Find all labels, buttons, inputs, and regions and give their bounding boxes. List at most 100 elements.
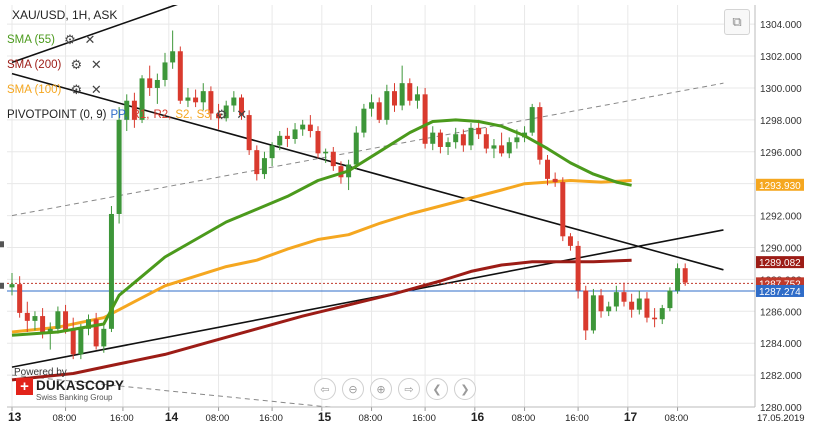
candle-body: [86, 319, 91, 329]
candle-body: [330, 151, 336, 167]
candle-body: [567, 236, 573, 246]
gear-icon[interactable]: ⚙: [64, 32, 76, 47]
candle-body: [675, 268, 681, 291]
pivot-level-r2: R2,: [153, 109, 172, 121]
x-tick-label: 08:00: [206, 413, 230, 424]
candle-body: [659, 308, 665, 320]
left-edge-marker: [0, 282, 4, 289]
left-edge-marker: [0, 241, 4, 248]
candle-body: [399, 83, 405, 106]
close-icon[interactable]: ✕: [90, 82, 102, 97]
candle-body: [254, 150, 260, 175]
candle-body: [315, 131, 321, 154]
sma100-line: [11, 179, 632, 334]
popout-icon[interactable]: ⧉: [724, 9, 750, 35]
candle-body: [453, 134, 459, 143]
trendline: [11, 82, 724, 217]
price-tag-label: 1287.752: [759, 279, 801, 290]
candle-body: [55, 311, 61, 329]
candle-body: [208, 91, 214, 114]
candle-body: [277, 135, 283, 146]
candle-body: [32, 316, 38, 321]
candle-body: [491, 145, 497, 149]
pivot-level-s2: S2,: [175, 109, 193, 121]
trendline: [11, 5, 178, 64]
legend-sma55: SMA (55) ⚙ ✕: [7, 32, 103, 48]
candle-body: [445, 142, 451, 147]
chevron-right-icon[interactable]: ❯: [454, 378, 476, 400]
price-tag-label: 1293.930: [759, 181, 801, 192]
candle-body: [292, 129, 298, 139]
price-tag: [756, 284, 804, 297]
candle-body: [590, 295, 596, 331]
watermark-powered: Powered by: [14, 367, 67, 378]
candle-body: [300, 124, 306, 130]
x-tick-label: 16:00: [259, 413, 283, 424]
sma200-line: [11, 258, 632, 382]
trendline: [11, 229, 724, 368]
price-tag-label: 1287.274: [759, 287, 801, 298]
y-tick-label: 1292.000: [760, 212, 802, 223]
zoom-in-icon[interactable]: ⊕: [370, 378, 392, 400]
gear-icon[interactable]: ⚙: [70, 82, 83, 97]
watermark-sub: Swiss Banking Group: [36, 393, 113, 402]
candle-body: [24, 312, 30, 321]
candle-body: [101, 328, 107, 347]
candle-body: [269, 145, 275, 159]
candle-body: [177, 51, 183, 101]
x-tick-label: 17: [624, 410, 638, 424]
candle-body: [506, 142, 512, 154]
candle-body: [124, 100, 130, 120]
candle-body: [437, 132, 443, 147]
candle-body: [338, 166, 344, 178]
candle-body: [529, 107, 535, 133]
candle-body: [139, 78, 145, 120]
gear-icon[interactable]: ⚙: [70, 57, 83, 72]
candle-body: [499, 145, 505, 154]
candle-body: [392, 91, 397, 106]
watermark: Powered by + DUKASCOPY Swiss Banking Gro…: [8, 367, 126, 407]
x-tick-label: 08:00: [359, 413, 383, 424]
candle-body: [147, 78, 153, 88]
zoom-out-icon[interactable]: ⊖: [342, 378, 364, 400]
candle-body: [231, 97, 237, 106]
candle-body: [193, 97, 199, 103]
candle-body: [284, 135, 290, 139]
arrow-right-icon[interactable]: ⇨: [398, 378, 420, 400]
candle-body: [560, 182, 566, 237]
chevron-left-icon[interactable]: ❮: [426, 378, 448, 400]
gear-icon[interactable]: ⚙: [215, 107, 228, 122]
swiss-cross-icon: +: [16, 378, 33, 395]
candle-body: [514, 137, 520, 143]
candle-body: [652, 317, 658, 320]
x-tick-label: 14: [165, 410, 179, 424]
trendline: [11, 374, 334, 407]
candle-body: [613, 292, 619, 307]
candle-body: [667, 290, 673, 309]
candle-body: [606, 306, 612, 312]
price-tag: [756, 178, 804, 191]
candle-body: [583, 290, 589, 331]
candle-body: [629, 301, 635, 310]
candle-body: [307, 124, 313, 132]
close-icon[interactable]: ✕: [236, 107, 248, 122]
y-tick-label: 1304.000: [760, 20, 802, 31]
candle-body: [170, 51, 176, 63]
close-icon[interactable]: ✕: [90, 57, 102, 72]
candle-body: [353, 132, 359, 165]
candle-body: [78, 328, 84, 355]
y-tick-label: 1296.000: [760, 148, 802, 159]
y-tick-label: 1298.000: [760, 116, 802, 127]
x-tick-label: 08:00: [665, 413, 689, 424]
y-tick-label: 1280.000: [760, 403, 802, 414]
close-icon[interactable]: ✕: [84, 32, 96, 47]
candle-body: [476, 127, 482, 135]
y-tick-label: 1290.000: [760, 243, 802, 254]
candle-body: [323, 151, 329, 154]
pivot-level-r1: R1,: [131, 109, 150, 121]
arrow-left-icon[interactable]: ⇦: [314, 378, 336, 400]
x-tick-label: 16:00: [565, 413, 589, 424]
candle-body: [644, 298, 650, 318]
